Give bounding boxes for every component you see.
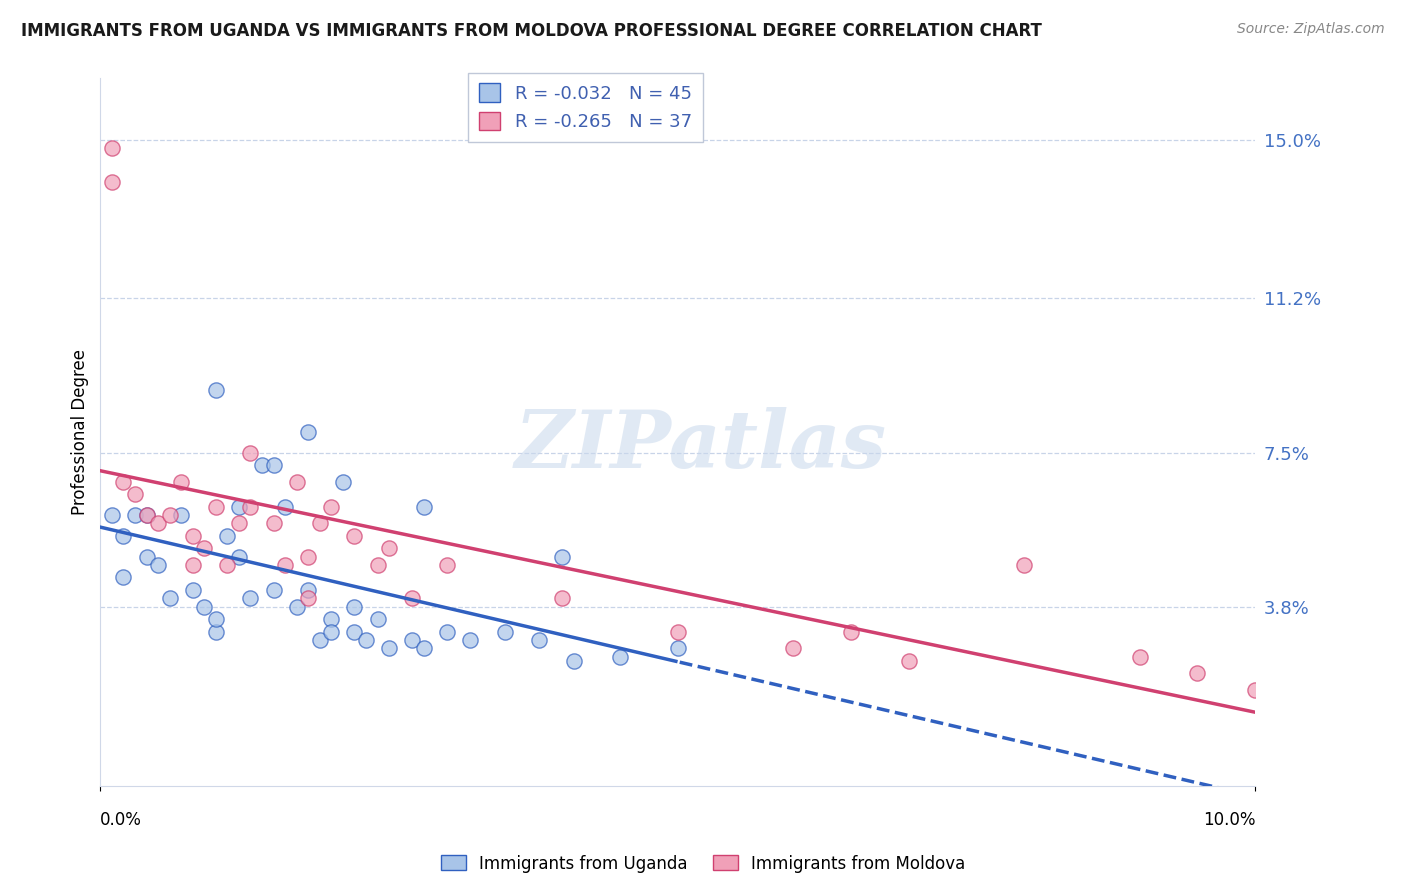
Point <box>839 624 862 639</box>
Point <box>666 641 689 656</box>
Point <box>101 508 124 522</box>
Point <box>529 632 551 647</box>
Point <box>551 591 574 606</box>
Point <box>112 529 135 543</box>
Point <box>217 558 239 572</box>
Point <box>101 141 124 155</box>
Legend: Immigrants from Uganda, Immigrants from Moldova: Immigrants from Uganda, Immigrants from … <box>434 848 972 880</box>
Point <box>205 612 228 626</box>
Point <box>297 582 319 597</box>
Point <box>193 541 215 556</box>
Point <box>297 425 319 439</box>
Y-axis label: Professional Degree: Professional Degree <box>72 349 89 515</box>
Point <box>458 632 481 647</box>
Point <box>239 500 262 514</box>
Point <box>228 516 250 531</box>
Point <box>181 582 204 597</box>
Point <box>367 558 389 572</box>
Point <box>1187 666 1209 681</box>
Point <box>343 529 366 543</box>
Point <box>263 516 285 531</box>
Text: 0.0%: 0.0% <box>100 811 142 829</box>
Point <box>378 541 401 556</box>
Point <box>321 624 343 639</box>
Point <box>263 458 285 472</box>
Point <box>1244 682 1267 697</box>
Point <box>146 558 169 572</box>
Point <box>354 632 377 647</box>
Point <box>135 508 157 522</box>
Point <box>551 549 574 564</box>
Point <box>170 475 193 489</box>
Point <box>205 383 228 397</box>
Point <box>321 500 343 514</box>
Point <box>181 529 204 543</box>
Point <box>308 516 330 531</box>
Point <box>159 508 181 522</box>
Point <box>297 591 319 606</box>
Point <box>897 654 920 668</box>
Point <box>135 508 157 522</box>
Point <box>412 641 434 656</box>
Point <box>343 599 366 614</box>
Point <box>124 487 146 501</box>
Point <box>401 591 423 606</box>
Point <box>782 641 804 656</box>
Point <box>239 591 262 606</box>
Point <box>436 624 458 639</box>
Text: IMMIGRANTS FROM UGANDA VS IMMIGRANTS FROM MOLDOVA PROFESSIONAL DEGREE CORRELATIO: IMMIGRANTS FROM UGANDA VS IMMIGRANTS FRO… <box>21 22 1042 40</box>
Point <box>135 549 157 564</box>
Text: Source: ZipAtlas.com: Source: ZipAtlas.com <box>1237 22 1385 37</box>
Point <box>217 529 239 543</box>
Point <box>285 475 308 489</box>
Point <box>170 508 193 522</box>
Point <box>297 549 319 564</box>
Point <box>124 508 146 522</box>
Point <box>263 582 285 597</box>
Point <box>494 624 516 639</box>
Point <box>274 558 297 572</box>
Point <box>205 624 228 639</box>
Text: ZIPatlas: ZIPatlas <box>515 407 887 484</box>
Point <box>1012 558 1035 572</box>
Point <box>666 624 689 639</box>
Point <box>378 641 401 656</box>
Point <box>562 654 585 668</box>
Point <box>112 570 135 584</box>
Point <box>436 558 458 572</box>
Point <box>193 599 215 614</box>
Point <box>401 632 423 647</box>
Point <box>412 500 434 514</box>
Point <box>1129 649 1152 664</box>
Legend: R = -0.032   N = 45, R = -0.265   N = 37: R = -0.032 N = 45, R = -0.265 N = 37 <box>468 72 703 142</box>
Point <box>181 558 204 572</box>
Point <box>101 175 124 189</box>
Point <box>308 632 330 647</box>
Point <box>609 649 631 664</box>
Point <box>250 458 273 472</box>
Point <box>321 612 343 626</box>
Point <box>285 599 308 614</box>
Point <box>205 500 228 514</box>
Point <box>146 516 169 531</box>
Point <box>159 591 181 606</box>
Point <box>228 500 250 514</box>
Point <box>239 445 262 459</box>
Point <box>112 475 135 489</box>
Point <box>274 500 297 514</box>
Point <box>367 612 389 626</box>
Text: 10.0%: 10.0% <box>1202 811 1256 829</box>
Point <box>343 624 366 639</box>
Point <box>332 475 354 489</box>
Point <box>228 549 250 564</box>
